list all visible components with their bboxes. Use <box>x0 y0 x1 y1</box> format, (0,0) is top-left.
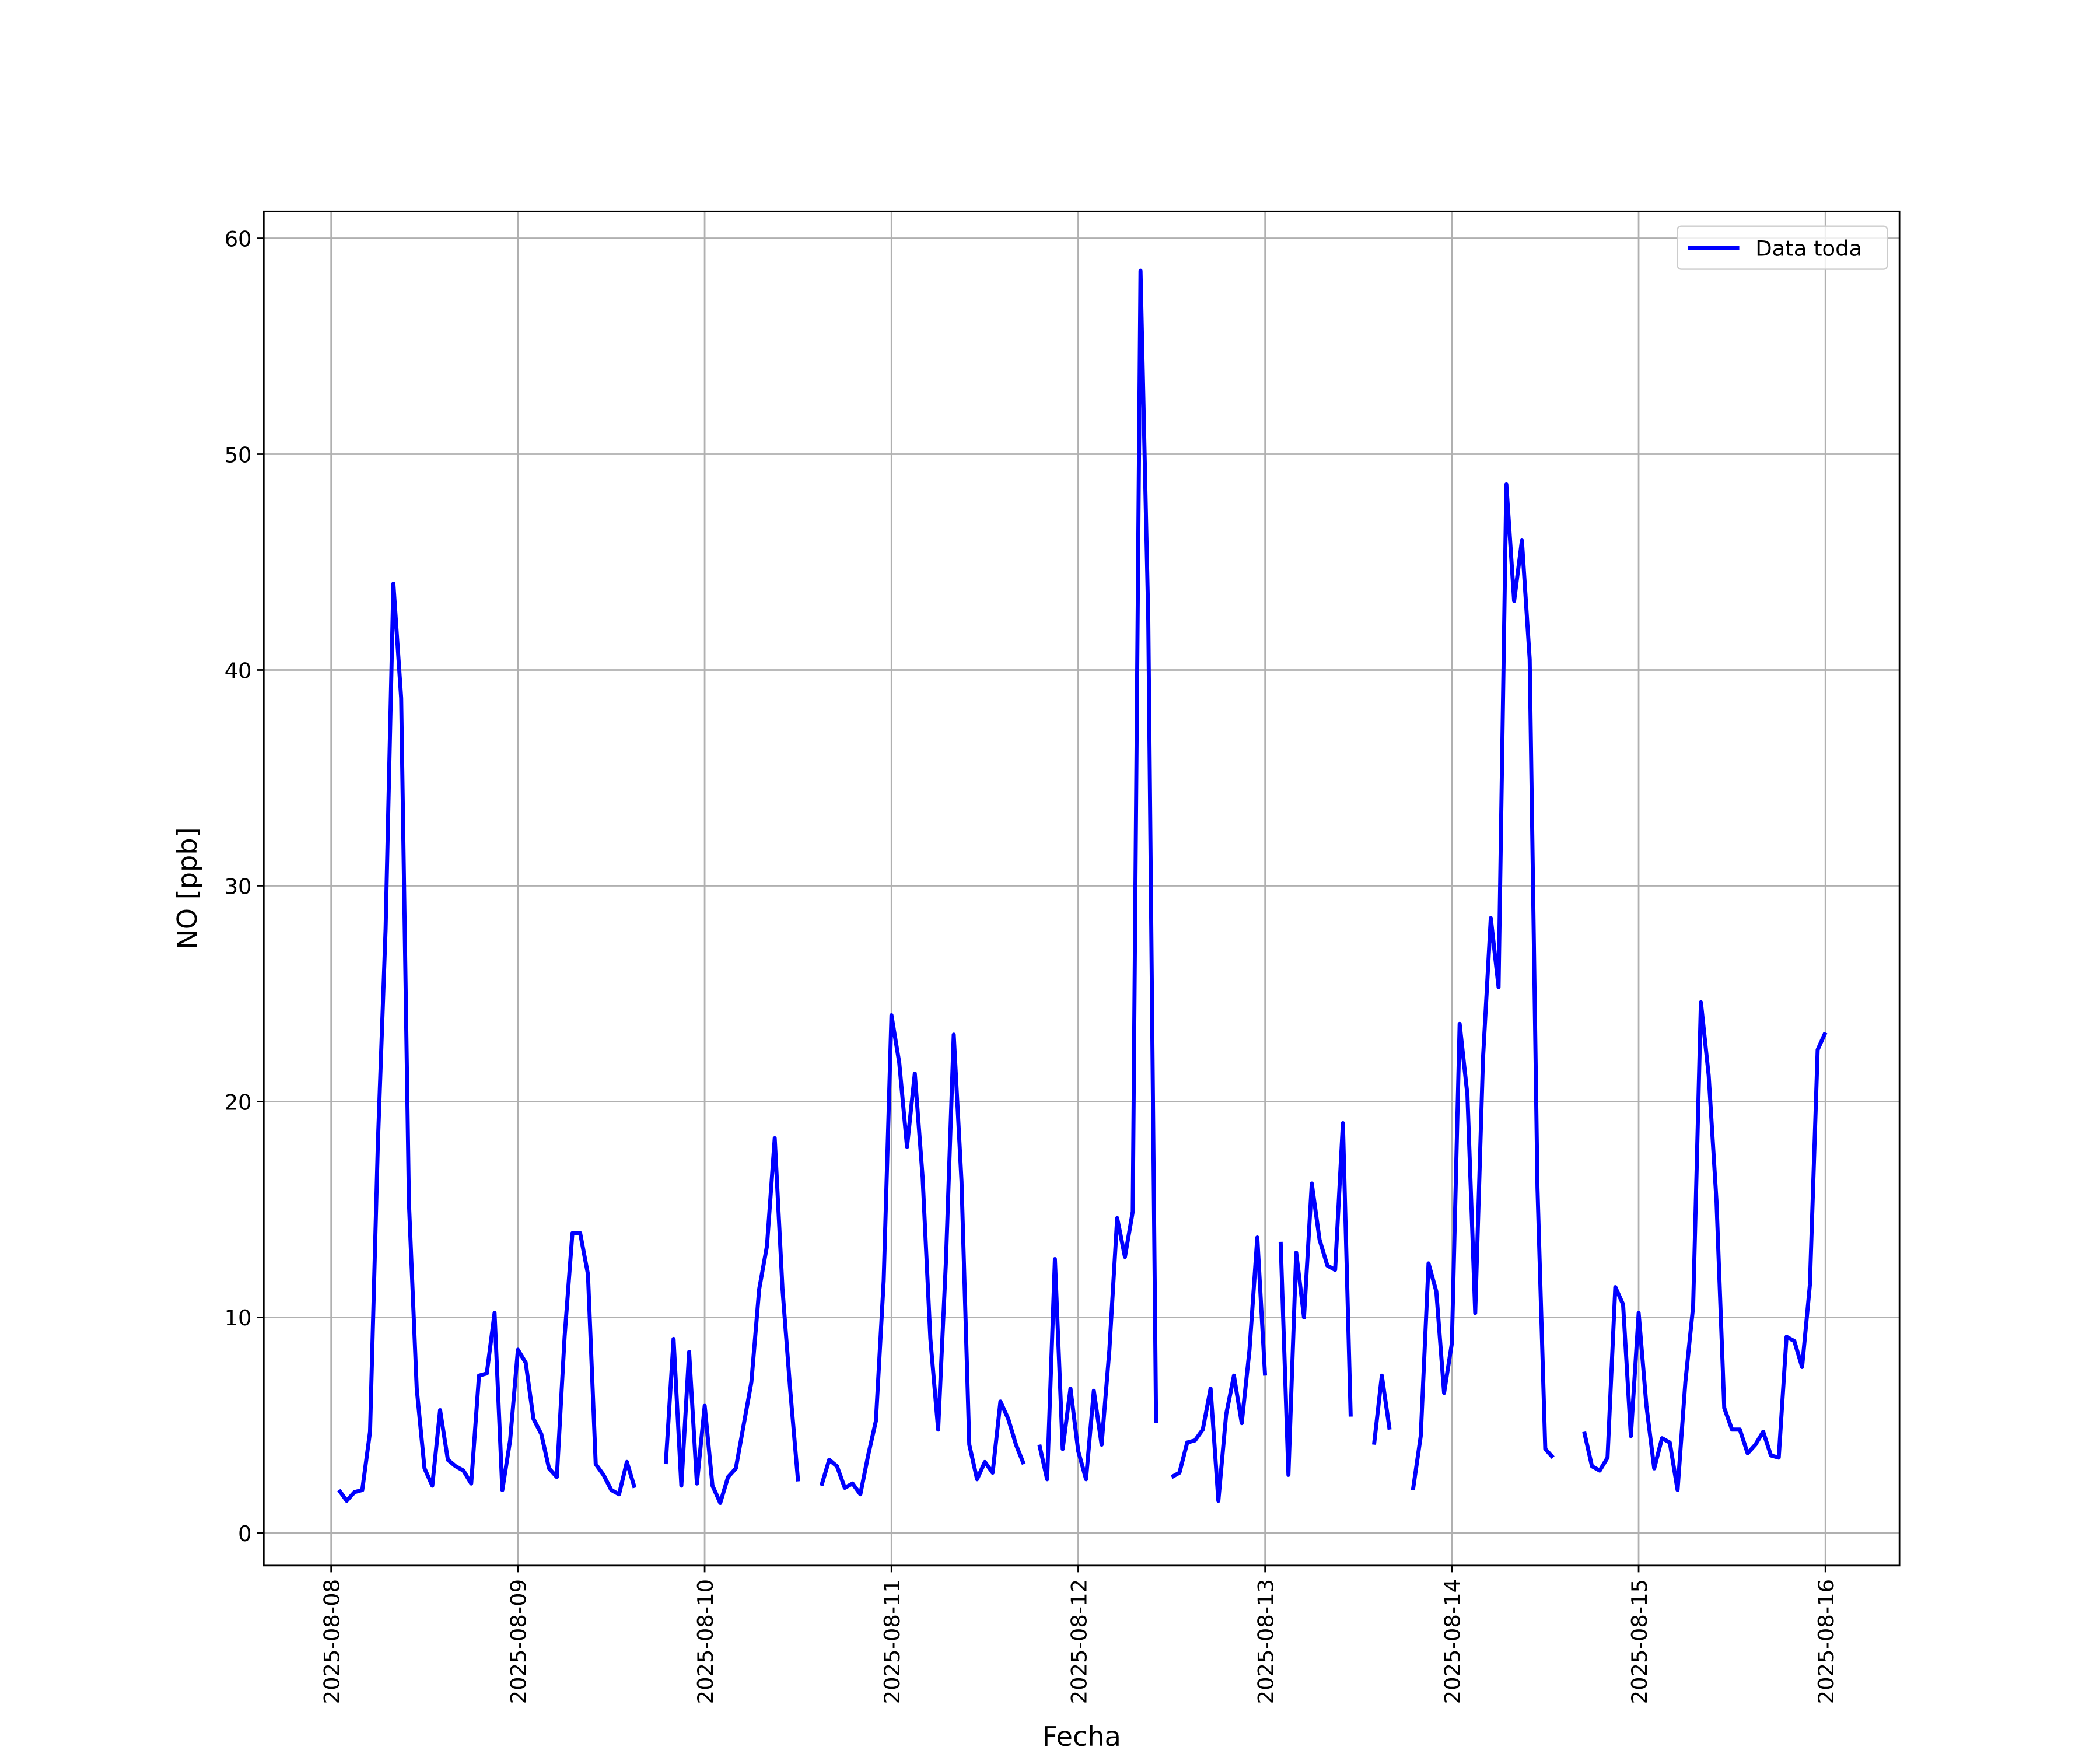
y-tick-label: 60 <box>225 226 252 251</box>
x-tick-label: 2025-08-13 <box>1254 1579 1279 1704</box>
y-axis-label: NO [ppb] <box>172 827 203 949</box>
y-tick-label: 30 <box>225 874 252 899</box>
x-tick-label: 2025-08-08 <box>320 1579 345 1704</box>
axes-frame <box>262 210 1901 1567</box>
y-tick-label: 20 <box>225 1090 252 1115</box>
x-tick-label: 2025-08-16 <box>1814 1579 1839 1704</box>
legend-label: Data toda <box>1755 236 1862 261</box>
x-tick-label: 2025-08-10 <box>693 1579 718 1704</box>
tick-labels: 0 10 20 30 40 50 60 2025-08-08 2025-08-09 2025-08… <box>225 226 1839 1704</box>
x-tick-label: 2025-08-15 <box>1627 1579 1652 1704</box>
data-line <box>337 268 1828 1506</box>
plot-area <box>337 268 1828 1506</box>
y-tick-label: 10 <box>225 1306 252 1331</box>
x-axis-label: Fecha <box>1042 1721 1121 1750</box>
x-tick-label: 2025-08-14 <box>1440 1579 1465 1704</box>
legend: Data toda <box>1676 225 1888 270</box>
x-tick-label: 2025-08-12 <box>1066 1579 1091 1704</box>
x-tick-label: 2025-08-11 <box>880 1579 905 1704</box>
x-tick-label: 2025-08-09 <box>506 1579 531 1704</box>
legend-box <box>1676 225 1888 270</box>
grid <box>264 211 1900 1566</box>
y-tick-label: 50 <box>225 442 252 467</box>
y-tick-label: 0 <box>238 1521 251 1546</box>
y-tick-label: 40 <box>225 658 252 683</box>
